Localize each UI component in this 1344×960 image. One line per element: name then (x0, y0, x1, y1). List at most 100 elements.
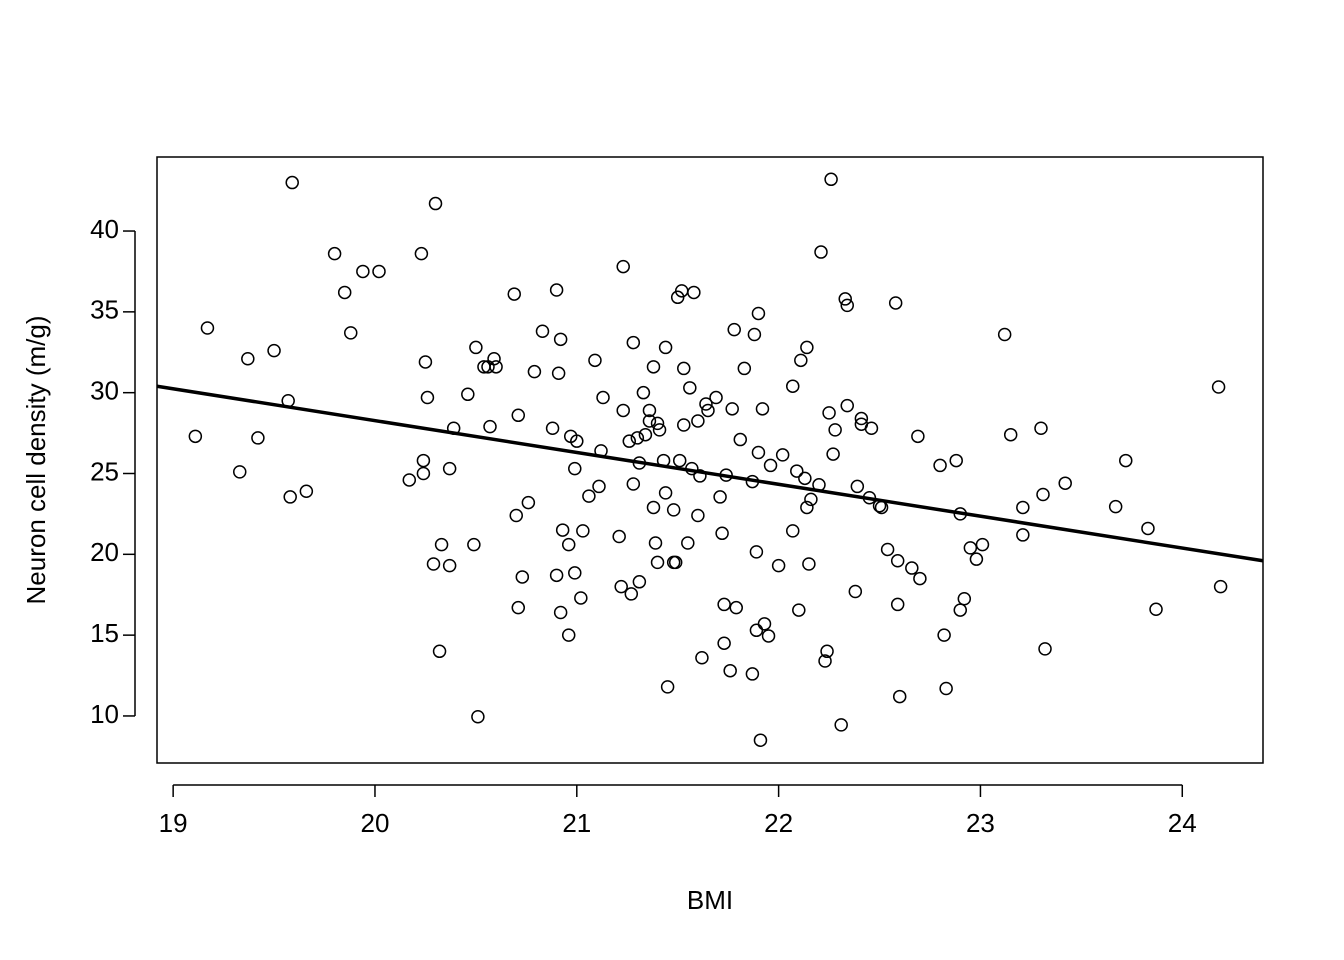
point (442, 461, 457, 476)
point (588, 353, 602, 368)
point (582, 489, 596, 503)
point (487, 351, 501, 366)
point (828, 423, 842, 437)
point (717, 597, 731, 612)
x-tick-label: 24 (1168, 808, 1197, 838)
point (725, 402, 739, 416)
point (658, 486, 673, 500)
point (798, 471, 812, 486)
x-tick-label: 19 (159, 808, 188, 838)
point (826, 447, 840, 461)
point (467, 537, 481, 552)
point (241, 351, 255, 366)
point (761, 629, 776, 643)
point (834, 718, 848, 732)
point (709, 390, 723, 405)
point (624, 587, 639, 601)
point (372, 264, 386, 279)
point (489, 360, 503, 374)
point (701, 403, 715, 418)
point (691, 414, 705, 428)
point (820, 644, 834, 659)
point (527, 364, 542, 379)
point (713, 490, 727, 504)
point (717, 636, 731, 650)
point (561, 537, 576, 552)
point (888, 296, 903, 310)
point (576, 524, 590, 538)
point (699, 397, 713, 411)
point (553, 332, 568, 347)
point (949, 453, 963, 468)
point (568, 461, 582, 476)
point (638, 427, 653, 442)
point (568, 566, 582, 580)
point (840, 298, 854, 313)
point (905, 561, 919, 575)
point (854, 411, 869, 426)
point (677, 418, 691, 432)
point (790, 464, 804, 478)
point (749, 623, 764, 638)
point (693, 469, 707, 483)
point (251, 431, 265, 445)
point (509, 508, 523, 523)
point (890, 597, 905, 612)
plot-box (156, 156, 1264, 764)
point (574, 591, 588, 605)
point (1108, 499, 1123, 514)
point (545, 421, 560, 435)
point (723, 663, 737, 678)
point (551, 366, 566, 381)
x-tick-label: 21 (562, 808, 591, 838)
point (626, 335, 641, 350)
point (800, 340, 814, 355)
point (681, 536, 695, 550)
point (794, 353, 808, 368)
point (747, 327, 762, 342)
point (402, 473, 417, 487)
point (771, 558, 786, 573)
point (683, 381, 697, 395)
point (650, 416, 665, 431)
point (285, 175, 299, 190)
point (838, 292, 852, 306)
point (616, 403, 630, 418)
y-tick-label: 20 (90, 537, 119, 567)
point (691, 508, 705, 523)
y-axis-label: Neuron cell density (m/g) (21, 316, 51, 605)
point (549, 283, 564, 297)
point (715, 526, 729, 541)
point (850, 479, 865, 494)
point (570, 434, 584, 448)
point (749, 545, 764, 559)
point (344, 326, 358, 340)
point (751, 306, 766, 321)
point (511, 408, 526, 423)
point (666, 503, 681, 517)
point (890, 554, 905, 568)
point (642, 414, 657, 428)
point (1141, 521, 1155, 536)
point (757, 617, 772, 631)
point (642, 403, 657, 418)
point (911, 429, 925, 444)
point (660, 680, 675, 694)
y-tick-label: 30 (90, 376, 119, 406)
point (997, 327, 1012, 342)
point (630, 431, 645, 445)
point (636, 385, 651, 400)
point (511, 600, 526, 615)
point (652, 423, 667, 437)
point (416, 466, 431, 481)
point (818, 654, 832, 668)
point (267, 343, 281, 358)
point (840, 398, 854, 413)
point (953, 603, 968, 617)
point (614, 579, 628, 594)
point (416, 453, 431, 468)
point (785, 524, 800, 538)
point (969, 552, 984, 566)
